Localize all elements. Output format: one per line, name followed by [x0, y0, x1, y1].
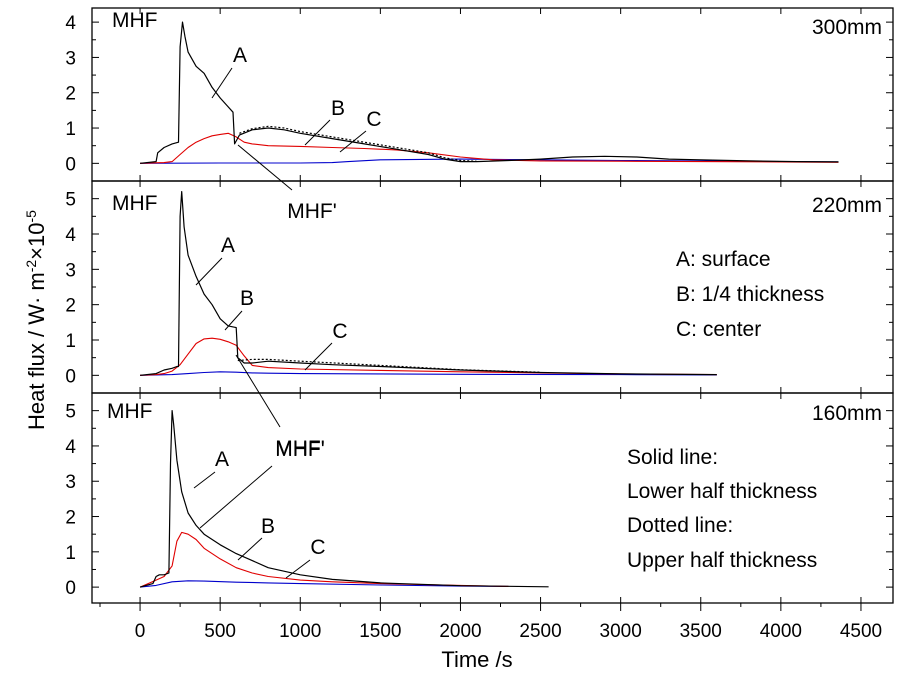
annotation-leader-line: [304, 119, 331, 146]
y-axis-title-sup-1: -2: [23, 260, 39, 273]
annotation-label: B: [331, 97, 345, 120]
legend-entry: Dotted line:: [627, 514, 733, 537]
panel-160mm: 0 1 2 3 4 5 160mm MHF A MHF' B C Solid line: Lower ha…: [65, 392, 894, 604]
thickness-label: 160mm: [812, 402, 882, 425]
mhf-label: MHF: [107, 400, 153, 423]
panel-frame: [91, 7, 894, 182]
series-C-solid-line: [140, 580, 509, 588]
annotation-label: C: [332, 320, 347, 343]
y-axis-title-times: ×10: [24, 222, 49, 259]
x-axis-title: Time /s: [441, 647, 512, 672]
x-axis: 0 500 1000 1500 2000 2500 3000 3500 4000 4500: [99, 603, 882, 642]
y-tick-label: 4: [65, 225, 76, 246]
y-axis-title: Heat flux / W· m-2×10-5: [23, 210, 49, 430]
x-tick-label: 2500: [519, 621, 561, 642]
y-tick-label: 2: [65, 296, 76, 317]
y-tick-label: 0: [65, 578, 76, 599]
y-tick-label: 0: [65, 366, 76, 387]
x-tick-label: 500: [204, 621, 236, 642]
annotation-leader-line: [193, 471, 216, 489]
x-tick-label: 2000: [439, 621, 481, 642]
y-tick-label: 5: [65, 402, 76, 423]
y-tick-label: 4: [65, 13, 76, 34]
series-A-dotted-line: [239, 125, 477, 162]
panel-220mm: 0 1 2 3 4 5 220mm MHF A B C MHF' A: surface B: 1/4 th…: [65, 180, 894, 460]
legend-entry: B: 1/4 thickness: [676, 283, 824, 306]
legend-entry: Upper half thickness: [627, 549, 817, 572]
annotation-leader-line: [339, 130, 367, 153]
annotation-leader-line: [304, 342, 333, 371]
thickness-label: 220mm: [812, 194, 882, 217]
y-tick-label: 1: [65, 543, 76, 564]
x-tick-label: 1500: [359, 621, 401, 642]
series-B-solid-line: [140, 132, 839, 164]
y-axis-title-main: Heat flux / W· m: [24, 272, 49, 430]
annotation-leader-line: [237, 537, 263, 561]
y-tick-label: 4: [65, 437, 76, 458]
annotation-label: C: [310, 536, 325, 559]
y-tick-label: 3: [65, 472, 76, 493]
y-tick-label: 3: [65, 48, 76, 69]
mhf-label: MHF: [112, 192, 158, 215]
thickness-label: 300mm: [812, 16, 882, 39]
y-tick-label: 2: [65, 84, 76, 105]
series-A-solid-line: [140, 191, 717, 376]
mhf-label: MHF: [112, 9, 158, 32]
series-B-solid-line: [139, 531, 509, 588]
x-tick-label: 3500: [680, 621, 722, 642]
annotation-leader-line: [199, 465, 273, 529]
annotation-leader-line: [195, 257, 223, 286]
series-C-solid-line: [140, 158, 839, 164]
annotation-label: MHF': [275, 438, 325, 461]
annotation-label: C: [366, 108, 381, 131]
annotation-leader-line: [285, 559, 311, 579]
y-tick-label: 1: [65, 331, 76, 352]
y-axis-title-sup-2: -5: [23, 210, 39, 223]
annotation-leader-line: [235, 354, 281, 428]
series-B-solid-line: [140, 337, 717, 376]
x-tick-label: 1000: [279, 621, 321, 642]
series-C-solid-line: [140, 371, 717, 376]
legend-entry: C: center: [676, 318, 761, 341]
legend-entry: Solid line:: [627, 446, 718, 469]
x-tick-label: 4000: [760, 621, 802, 642]
annotation-leader-line: [237, 144, 293, 191]
y-tick-label: 5: [65, 190, 76, 211]
panel-300mm: 0 1 2 3 4 300mm MHF A B C MHF': [65, 7, 894, 223]
x-tick-label: 3000: [600, 621, 642, 642]
series-A-solid-line: [139, 410, 549, 588]
annotation-label: B: [261, 515, 275, 538]
annotation-label: MHF': [287, 200, 337, 223]
annotation-label: MHF': [275, 437, 325, 460]
annotation-leader-line: [224, 310, 243, 331]
legend-entry: A: surface: [676, 248, 771, 271]
annotation-label: A: [233, 44, 247, 67]
y-tick-label: 1: [65, 119, 76, 140]
x-tick-label: 0: [135, 621, 146, 642]
annotation-label: A: [215, 448, 229, 471]
y-tick-label: 2: [65, 508, 76, 529]
panel-frame: [91, 392, 894, 604]
annotation-leader-line: [211, 67, 233, 99]
x-tick-label: 4500: [840, 621, 882, 642]
y-tick-label: 0: [65, 154, 76, 175]
annotation-label: A: [221, 234, 235, 257]
series-A-solid-line: [140, 21, 839, 164]
legend-entry: Lower half thickness: [627, 480, 817, 503]
y-tick-label: 3: [65, 260, 76, 281]
annotation-label: B: [240, 287, 254, 310]
